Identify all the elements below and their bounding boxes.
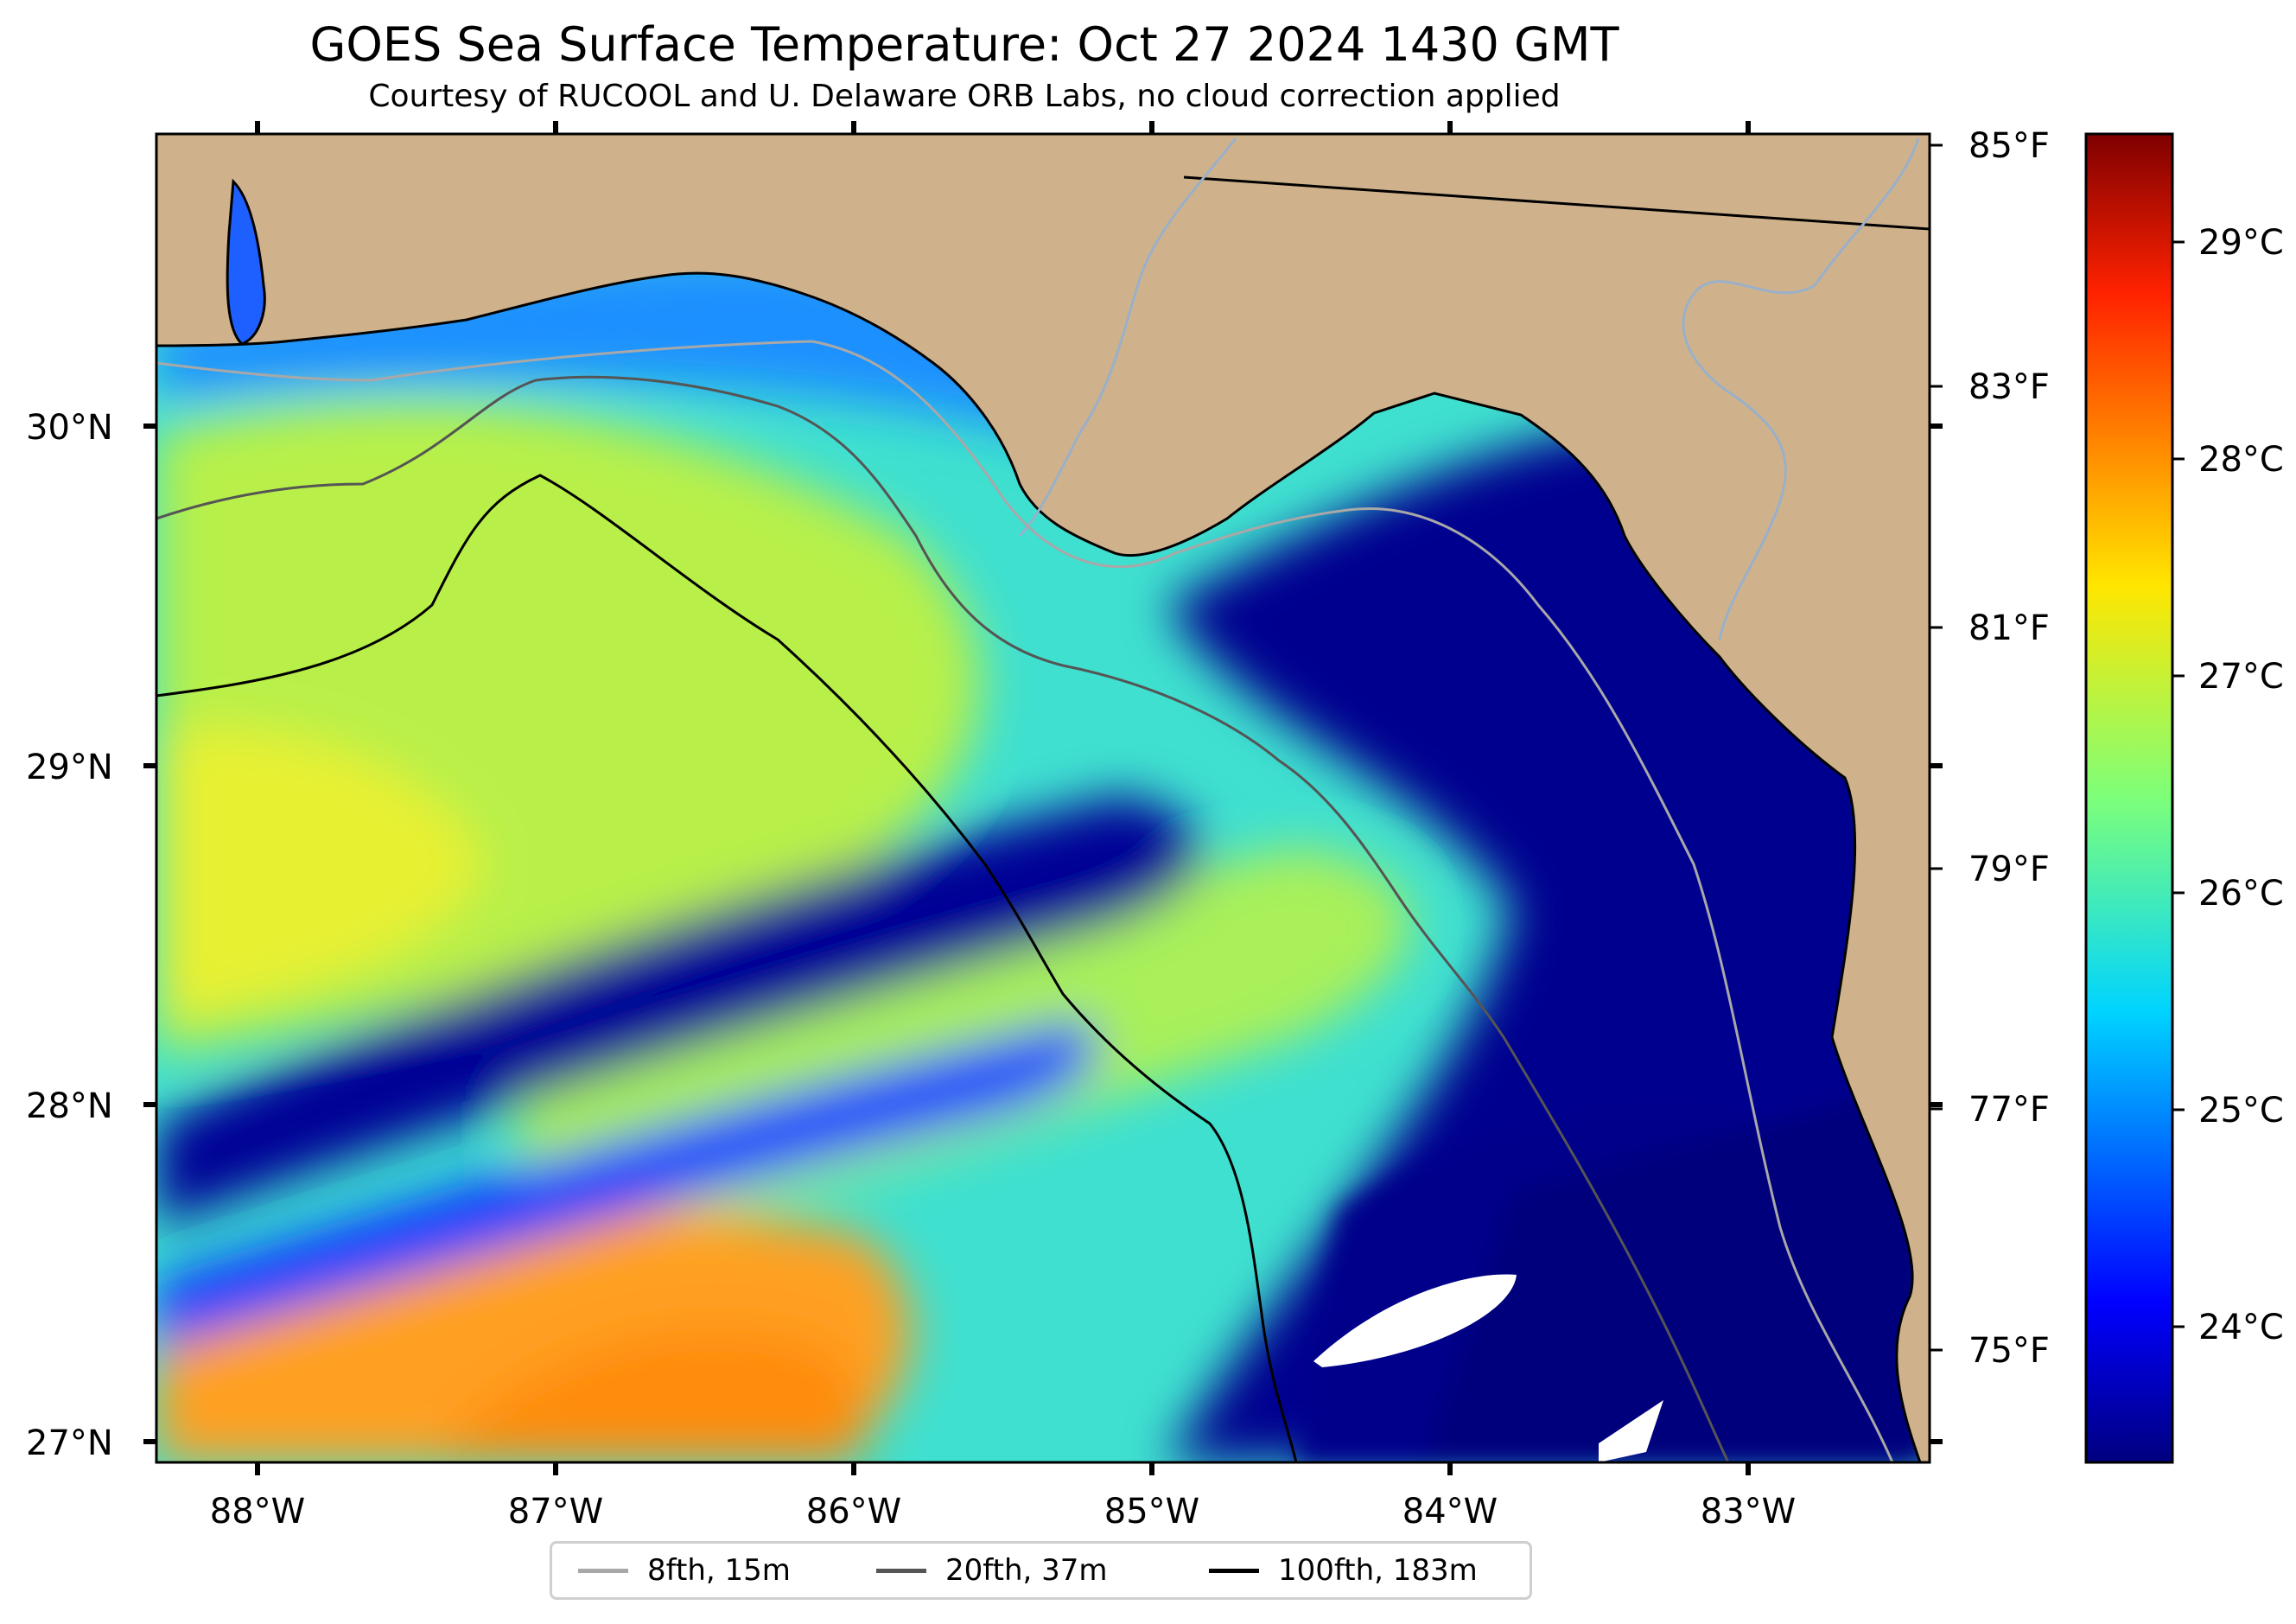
colorbar-label-25c: 25°C	[2198, 1091, 2284, 1130]
colorbar-label-27c: 27°C	[2198, 657, 2284, 697]
river	[1018, 137, 1237, 538]
state-border	[1183, 175, 1930, 231]
f-label-75: 75°F	[1968, 1331, 2050, 1371]
missing-data-patch	[1313, 1274, 1517, 1367]
map-frame	[155, 132, 1931, 1464]
colorbar-label-28c: 28°C	[2198, 440, 2284, 480]
lon-label-87w: 87°W	[508, 1492, 603, 1532]
colorbar-label-29c: 29°C	[2198, 223, 2284, 263]
lon-label-86w: 86°W	[806, 1492, 901, 1532]
lon-label-88w: 88°W	[210, 1492, 305, 1532]
chart-title: GOES Sea Surface Temperature: Oct 27 202…	[309, 17, 1619, 72]
chart-subtitle: Courtesy of RUCOOL and U. Delaware ORB L…	[368, 79, 1561, 114]
lon-label-83w: 83°W	[1701, 1492, 1796, 1532]
legend-item-100fth: 100fth, 183m	[1209, 1544, 1478, 1597]
isobath-100fth	[156, 474, 1298, 1462]
f-label-77: 77°F	[1968, 1090, 2050, 1130]
legend-line-8fth	[578, 1568, 628, 1573]
map-area	[156, 134, 1930, 1462]
isobath-20fth	[156, 375, 1730, 1462]
colorbar-label-24c: 24°C	[2198, 1308, 2284, 1347]
lat-label-29n: 29°N	[26, 748, 113, 787]
lon-label-84w: 84°W	[1402, 1492, 1498, 1532]
colorbar-label-26c: 26°C	[2198, 874, 2284, 914]
isobath-8fth	[156, 340, 1894, 1462]
river	[1682, 137, 1920, 640]
lat-label-30n: 30°N	[26, 408, 113, 448]
legend-item-20fth: 20fth, 37m	[876, 1544, 1108, 1597]
f-label-79: 79°F	[1968, 850, 2050, 889]
legend-line-20fth	[876, 1568, 926, 1573]
legend-label-100fth: 100fth, 183m	[1278, 1553, 1478, 1588]
f-label-81: 81°F	[1968, 608, 2050, 648]
isobath-legend: 8fth, 15m 20fth, 37m 100fth, 183m	[550, 1541, 1532, 1600]
legend-label-20fth: 20fth, 37m	[945, 1553, 1108, 1588]
lat-label-27n: 27°N	[26, 1423, 113, 1463]
land-mass	[156, 134, 1930, 1462]
colorbar	[2084, 132, 2174, 1464]
legend-label-8fth: 8fth, 15m	[647, 1553, 791, 1588]
f-label-85: 85°F	[1968, 126, 2050, 166]
lon-label-85w: 85°W	[1104, 1492, 1199, 1532]
lat-label-28n: 28°N	[26, 1086, 113, 1126]
legend-line-100fth	[1209, 1568, 1259, 1573]
legend-item-8fth: 8fth, 15m	[578, 1544, 791, 1597]
major-ticks	[143, 121, 1943, 1475]
f-label-83: 83°F	[1968, 367, 2050, 407]
